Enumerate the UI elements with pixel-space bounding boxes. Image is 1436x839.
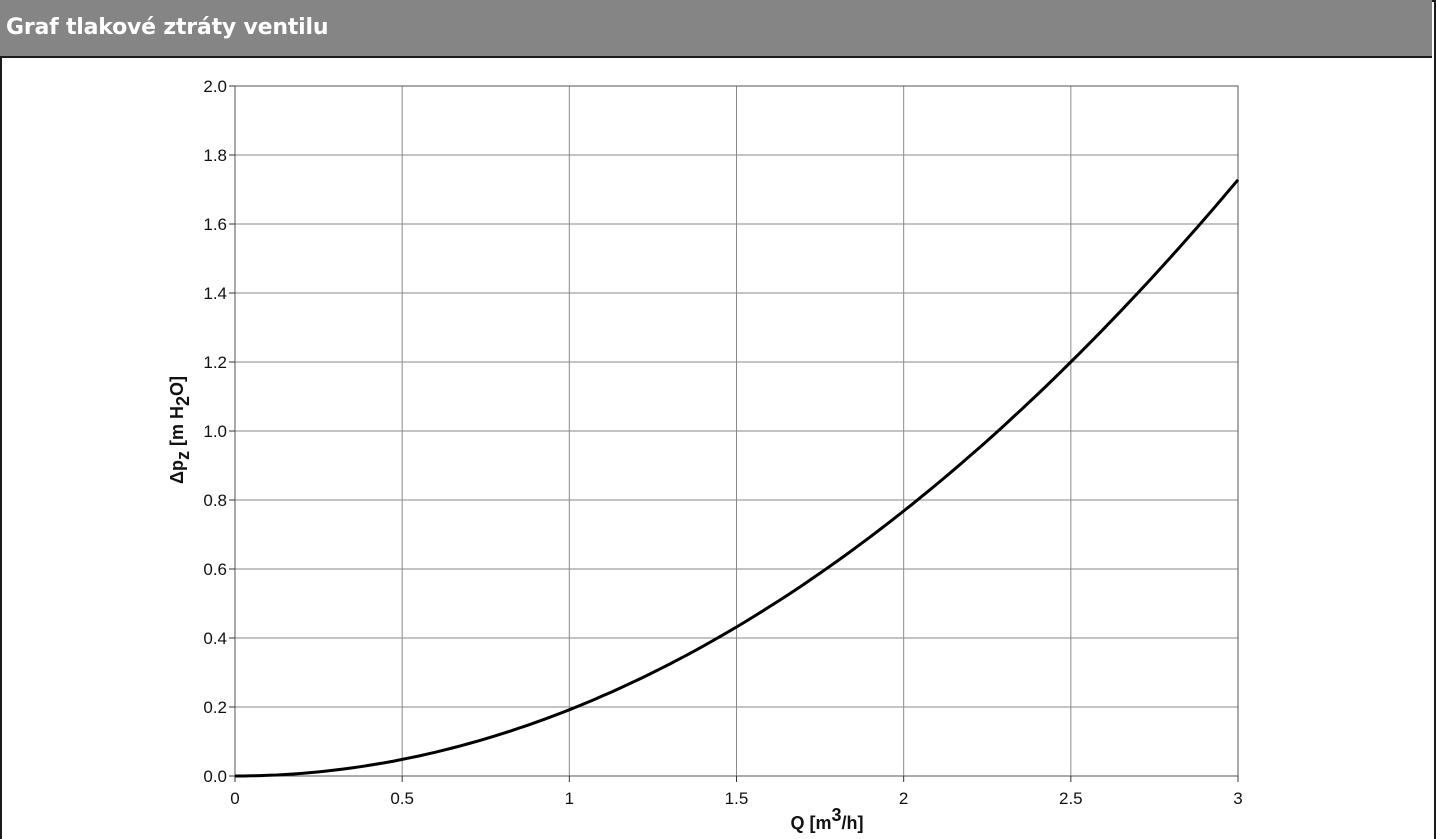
axis-label-part: O]: [167, 376, 187, 396]
x-tick-label: 1.5: [725, 789, 749, 808]
y-tick-label: 0.0: [203, 767, 227, 786]
y-tick-label: 0.8: [203, 491, 227, 510]
axis-label-part: 2: [173, 396, 193, 406]
x-tick-label: 1: [565, 789, 574, 808]
series-line: [235, 178, 1240, 778]
title-bar: Graf tlakové ztráty ventilu: [0, 0, 1432, 58]
data-series: [235, 178, 1240, 778]
y-tick-label: 0.2: [203, 698, 227, 717]
axis-label-part: Δp: [167, 460, 187, 484]
y-tick-label: 1.2: [203, 353, 227, 372]
y-tick-label: 0.4: [203, 629, 227, 648]
y-tick-label: 0.6: [203, 560, 227, 579]
x-tick-label: 3: [1233, 789, 1242, 808]
y-tick-label: 1.8: [203, 146, 227, 165]
chart-title: Graf tlakové ztráty ventilu: [6, 15, 329, 40]
y-tick-label: 1.4: [203, 284, 227, 303]
y-tick-label: 1.6: [203, 215, 227, 234]
x-tick-label: 0: [230, 789, 239, 808]
x-tick-label: 2.5: [1059, 789, 1083, 808]
axis-label-part: [m H: [167, 406, 187, 451]
y-axis-ticks: 0.0 0.2 0.4 0.6 0.8 1.0 1.2 1.4 1.6 1.8 2.0: [203, 77, 235, 786]
y-tick-label: 1.0: [203, 422, 227, 441]
grid-lines: [234, 85, 1239, 777]
x-tick-label: 0.5: [390, 789, 414, 808]
y-axis-label: Δpz [m H2O]: [167, 376, 193, 484]
y-tick-label: 2.0: [203, 77, 227, 96]
axis-label-part: /h]: [842, 813, 864, 833]
x-axis-label: Q [m3/h]: [790, 805, 863, 833]
axis-label-part: 3: [832, 805, 842, 825]
axis-label-part: z: [173, 451, 193, 460]
x-axis-ticks: 0 0.5 1 1.5 2 2.5 3: [230, 776, 1243, 808]
x-tick-label: 2: [899, 789, 908, 808]
axis-label-part: Q [m: [790, 813, 831, 833]
